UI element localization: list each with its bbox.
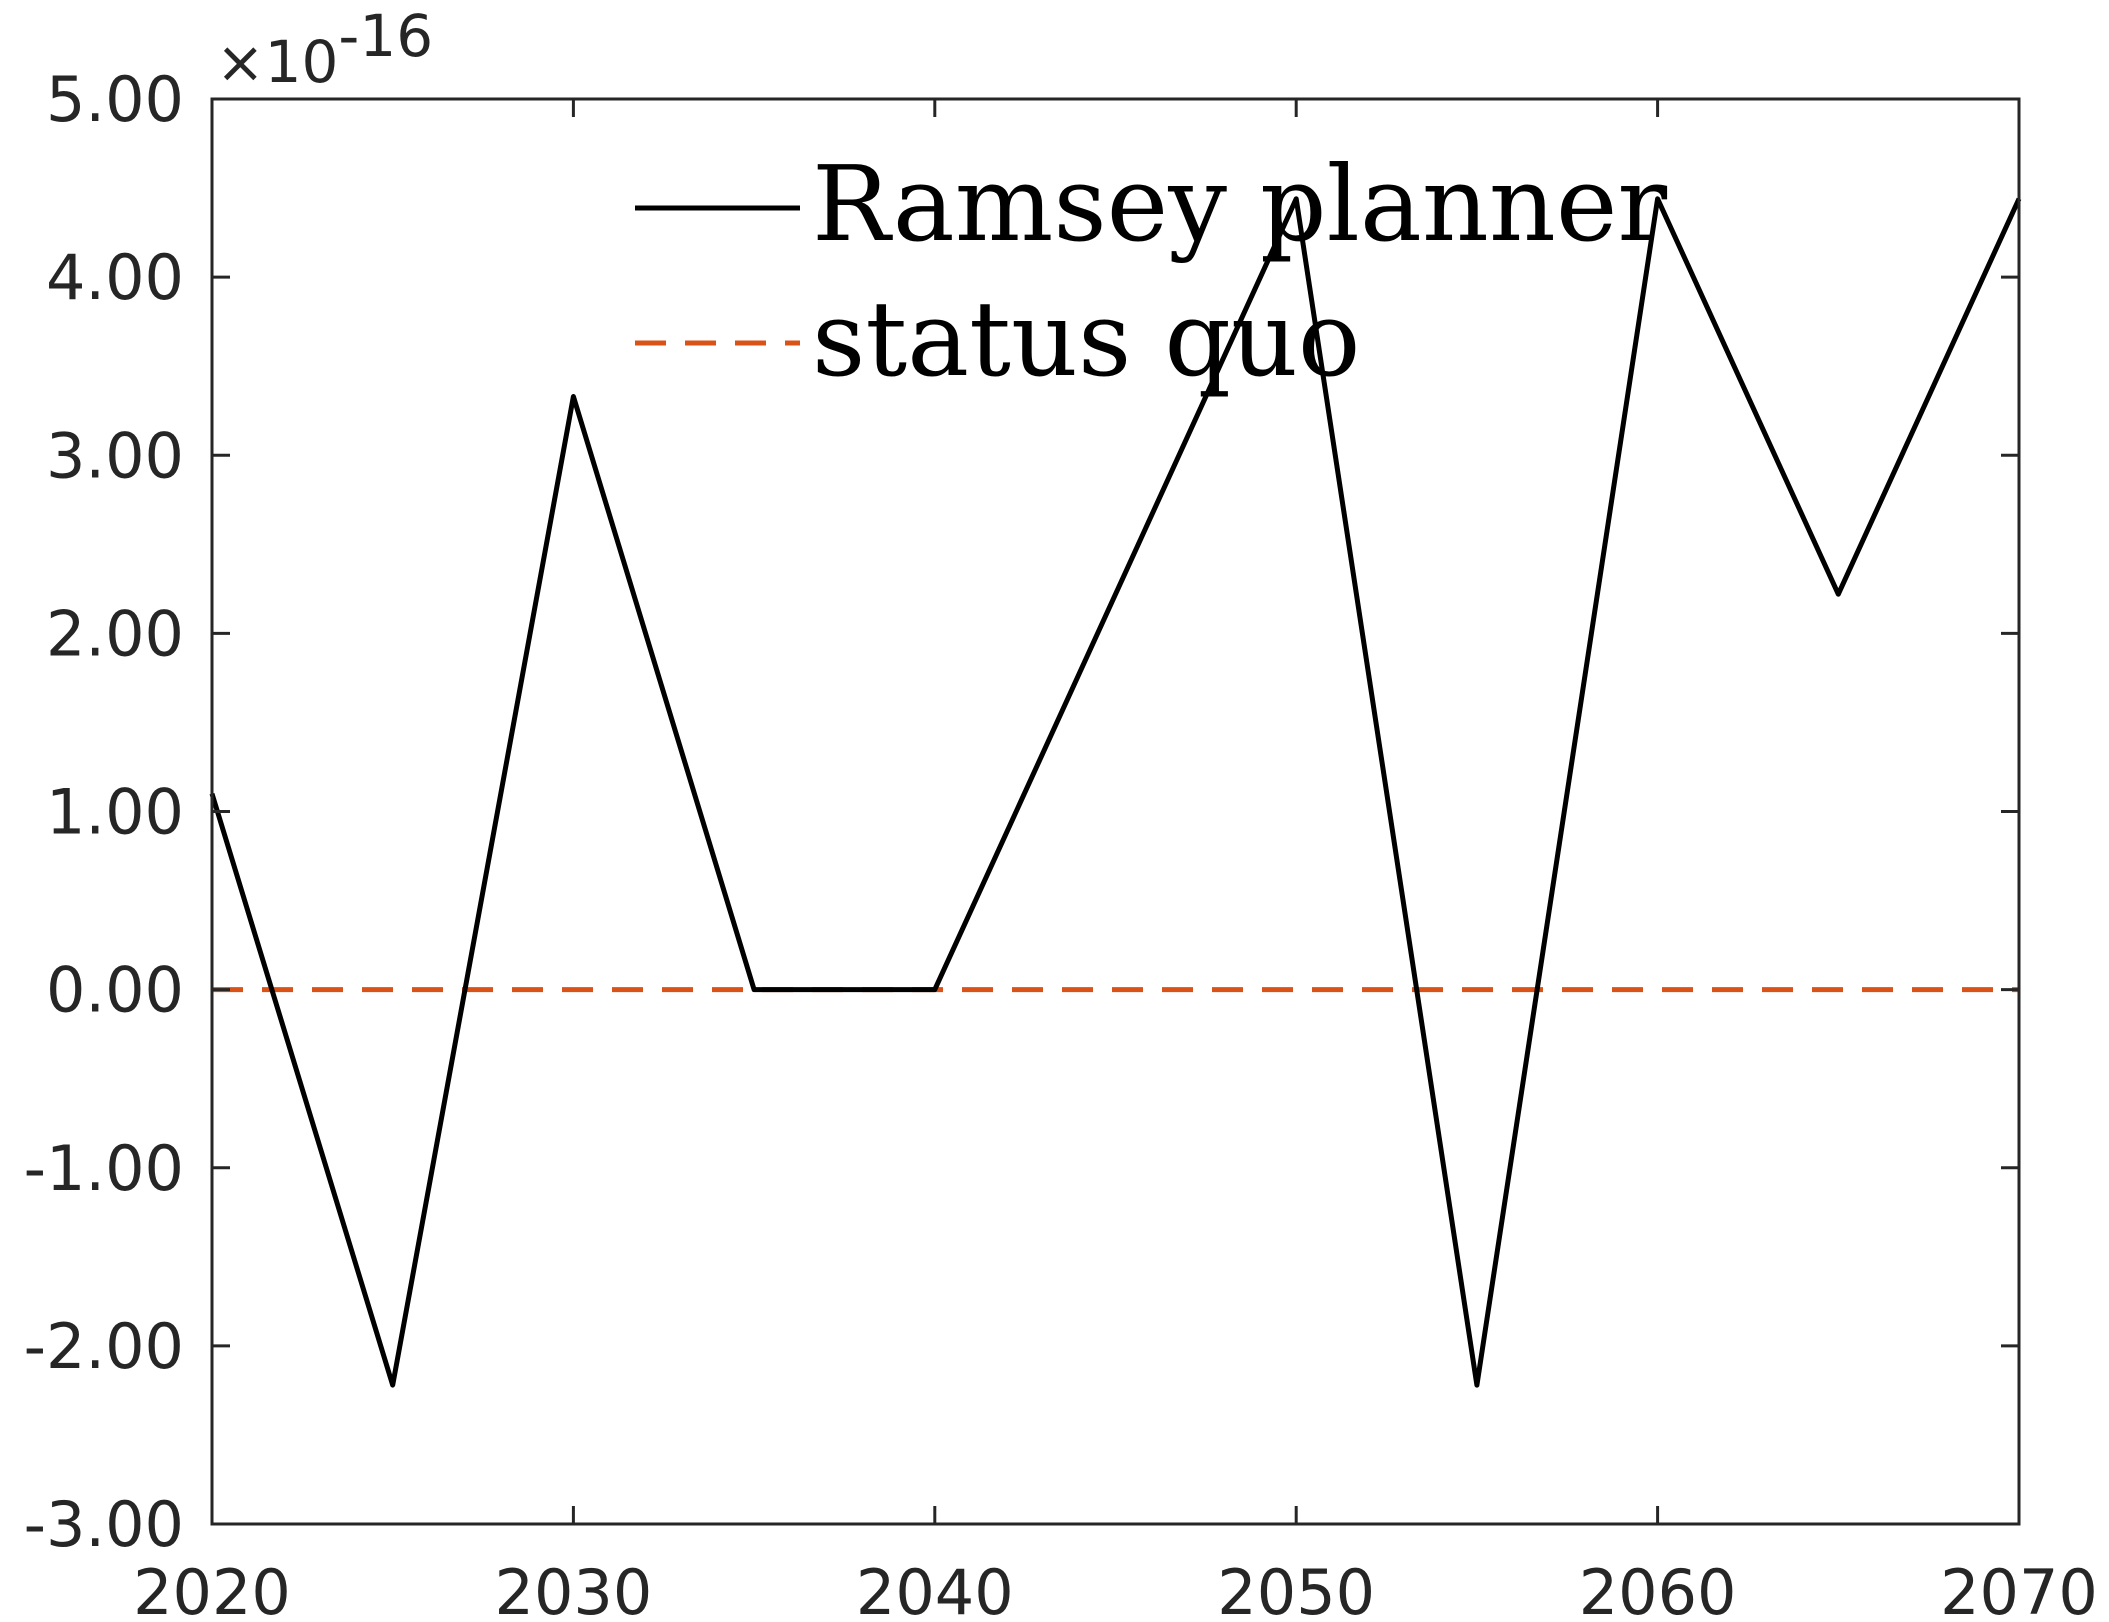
y-axis-exponent: ×10-16 bbox=[216, 2, 433, 96]
x-tick-label-3: 2050 bbox=[1217, 1556, 1375, 1622]
x-tick-label-0: 2020 bbox=[133, 1556, 291, 1622]
series-line-0 bbox=[209, 196, 2022, 1388]
x-tick-label-4: 2060 bbox=[1579, 1556, 1737, 1622]
y-tick-label-2: 3.00 bbox=[46, 419, 184, 492]
y-tick-label-0: 5.00 bbox=[46, 63, 184, 136]
x-tick-label-5: 2070 bbox=[1940, 1556, 2098, 1622]
y-axis-exponent-base: ×10 bbox=[216, 28, 338, 96]
y-tick-label-5: 0.00 bbox=[46, 954, 184, 1027]
y-tick-label-3: 2.00 bbox=[46, 597, 184, 670]
y-tick-label-8: -3.00 bbox=[24, 1488, 184, 1561]
x-tick-label-2: 2040 bbox=[856, 1556, 1014, 1622]
x-tick-label-1: 2030 bbox=[495, 1556, 653, 1622]
y-tick-label-7: -2.00 bbox=[24, 1310, 184, 1383]
series-layer bbox=[209, 196, 2022, 1388]
legend: Ramsey planner status quo bbox=[635, 143, 1667, 400]
axis-ticks bbox=[210, 97, 2021, 1526]
y-tick-label-6: -1.00 bbox=[24, 1132, 184, 1205]
y-tick-label-1: 4.00 bbox=[46, 241, 184, 314]
legend-label-1: status quo bbox=[812, 278, 1361, 400]
x-axis-tick-labels: 2020 2030 2040 2050 2060 2070 bbox=[133, 1556, 2098, 1622]
y-axis-tick-labels: 5.00 4.00 3.00 2.00 1.00 0.00 -1.00 -2.00 -3.00 bbox=[24, 63, 184, 1561]
legend-label-0: Ramsey planner bbox=[812, 143, 1667, 265]
y-axis-exponent-power: -16 bbox=[338, 2, 433, 70]
y-tick-label-4: 1.00 bbox=[46, 776, 184, 849]
